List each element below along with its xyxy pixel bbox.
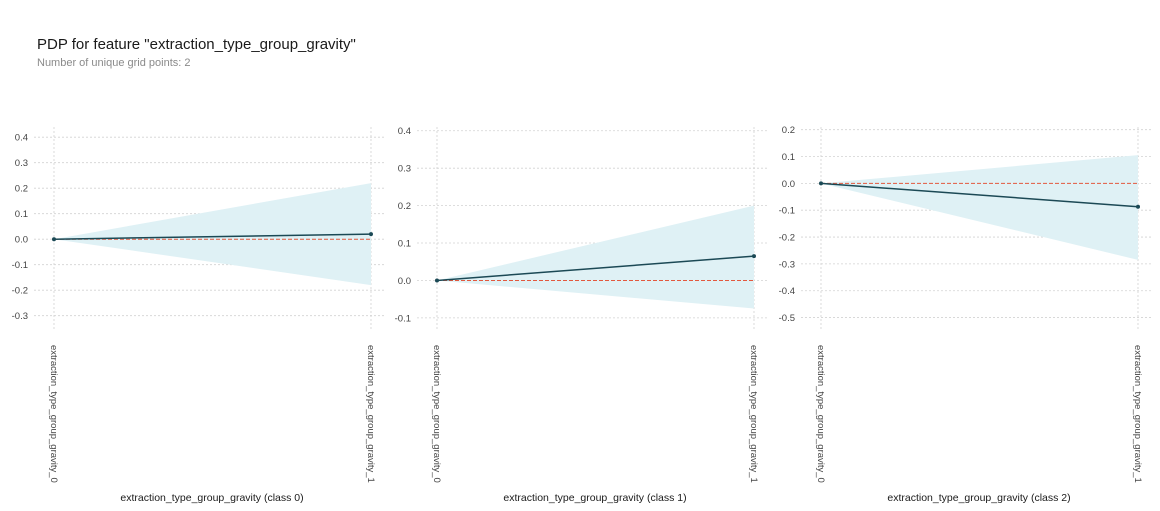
y-tick-label: 0.1 — [782, 152, 795, 163]
y-tick-label: -0.3 — [779, 259, 795, 270]
y-tick-label: 0.1 — [398, 239, 411, 250]
y-tick-label: -0.1 — [395, 313, 411, 324]
pdp-point — [1136, 204, 1140, 209]
x-tick-label: extraction_type_group_gravity_0 — [815, 345, 826, 483]
confidence-band — [821, 155, 1138, 260]
y-tick-label: 0.0 — [398, 276, 411, 287]
page-subtitle: Number of unique grid points: 2 — [37, 57, 191, 69]
chart-panel-0: 0.4 0.3 0.2 0.1 0.0 -0.1 -0.2 -0.3 extraction_ty… — [12, 127, 385, 504]
y-tick-label: 0.3 — [398, 164, 411, 175]
pdp-point — [52, 237, 56, 242]
page-title: PDP for feature "extraction_type_group_g… — [37, 36, 356, 53]
y-tick-label: 0.0 — [782, 179, 795, 190]
y-tick-label: -0.5 — [779, 313, 795, 324]
chart-panel-1: 0.4 0.3 0.2 0.1 0.0 -0.1 extraction_type_group… — [395, 126, 768, 504]
x-tick-label: extraction_type_group_gravity_0 — [48, 345, 59, 483]
y-tick-label: -0.4 — [779, 286, 795, 297]
x-axis-label: extraction_type_group_gravity (class 1) — [503, 492, 686, 504]
y-tick-label: 0.2 — [15, 184, 28, 195]
confidence-band — [54, 183, 371, 286]
y-tick-label: 0.2 — [782, 125, 795, 136]
pdp-point — [369, 232, 373, 237]
pdp-point — [435, 278, 439, 283]
x-tick-label: extraction_type_group_gravity_1 — [365, 345, 376, 483]
x-tick-label: extraction_type_group_gravity_1 — [1132, 345, 1143, 483]
chart-panel-2: 0.2 0.1 0.0 -0.1 -0.2 -0.3 -0.4 -0.5 extraction_… — [779, 125, 1152, 504]
y-tick-label: -0.2 — [779, 233, 795, 244]
y-tick-label: -0.1 — [12, 260, 28, 271]
pdp-line — [820, 182, 1139, 208]
y-tick-label: -0.3 — [12, 311, 28, 322]
y-tick-label: 0.2 — [398, 201, 411, 212]
y-tick-label: 0.1 — [15, 209, 28, 220]
pdp-point — [819, 181, 823, 186]
pdp-line — [436, 255, 755, 282]
y-tick-label: -0.2 — [12, 286, 28, 297]
confidence-band — [437, 205, 754, 309]
pdp-line — [53, 233, 372, 240]
y-tick-label: 0.3 — [15, 158, 28, 169]
pdp-point — [752, 254, 756, 259]
x-tick-label: extraction_type_group_gravity_0 — [431, 345, 442, 483]
y-tick-label: 0.0 — [15, 235, 28, 246]
x-axis-label: extraction_type_group_gravity (class 0) — [120, 492, 303, 504]
x-axis-label: extraction_type_group_gravity (class 2) — [887, 492, 1070, 504]
y-tick-label: 0.4 — [398, 126, 411, 137]
x-tick-label: extraction_type_group_gravity_1 — [748, 345, 759, 483]
y-tick-label: -0.1 — [779, 206, 795, 217]
y-tick-label: 0.4 — [15, 133, 28, 144]
